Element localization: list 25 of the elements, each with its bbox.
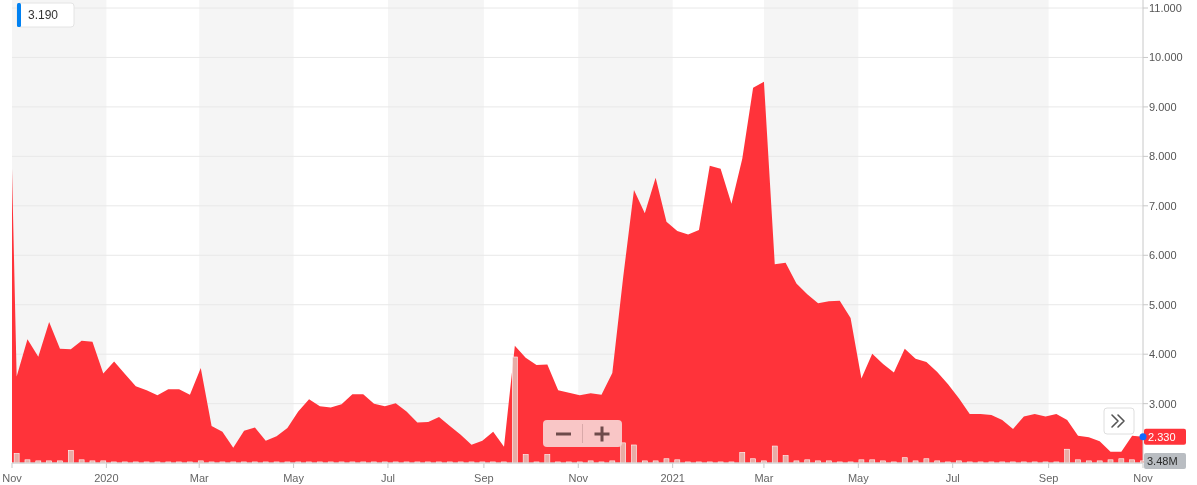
y-tick-label: 5.000 (1149, 298, 1177, 311)
y-tick-label: 10.000 (1149, 51, 1183, 64)
x-tick-label: May (847, 472, 870, 484)
x-tick-label: 2021 (660, 472, 685, 484)
y-tick-label: 6.000 (1149, 249, 1177, 262)
annotation: 3.190 (28, 8, 59, 22)
x-tick-label: Nov (2, 472, 23, 484)
x-tick-label: May (283, 472, 305, 484)
x-tick-label: Mar (189, 472, 210, 484)
x-tick-label: Mar (754, 472, 774, 484)
data-label: 2.330 (1148, 430, 1176, 443)
x-tick-label: Nov (1133, 472, 1154, 484)
x-tick-label: Sep (474, 472, 494, 484)
y-tick-label: 7.000 (1149, 199, 1177, 212)
y-tick-label: 3.000 (1149, 397, 1177, 410)
y-tick-label: 11.000 (1149, 2, 1182, 14)
x-tick-label: Sep (1038, 472, 1059, 484)
y-tick-label: 9.000 (1149, 100, 1177, 113)
x-tick-label: Jul (380, 472, 395, 484)
y-tick-label: 8.000 (1149, 150, 1177, 163)
y-tick-label: 4.000 (1149, 348, 1177, 361)
x-tick-label: Nov (568, 472, 589, 484)
annotation: 3.48M (1147, 454, 1178, 467)
x-tick-label: Jul (945, 472, 960, 484)
x-tick-label: 2020 (94, 472, 119, 484)
